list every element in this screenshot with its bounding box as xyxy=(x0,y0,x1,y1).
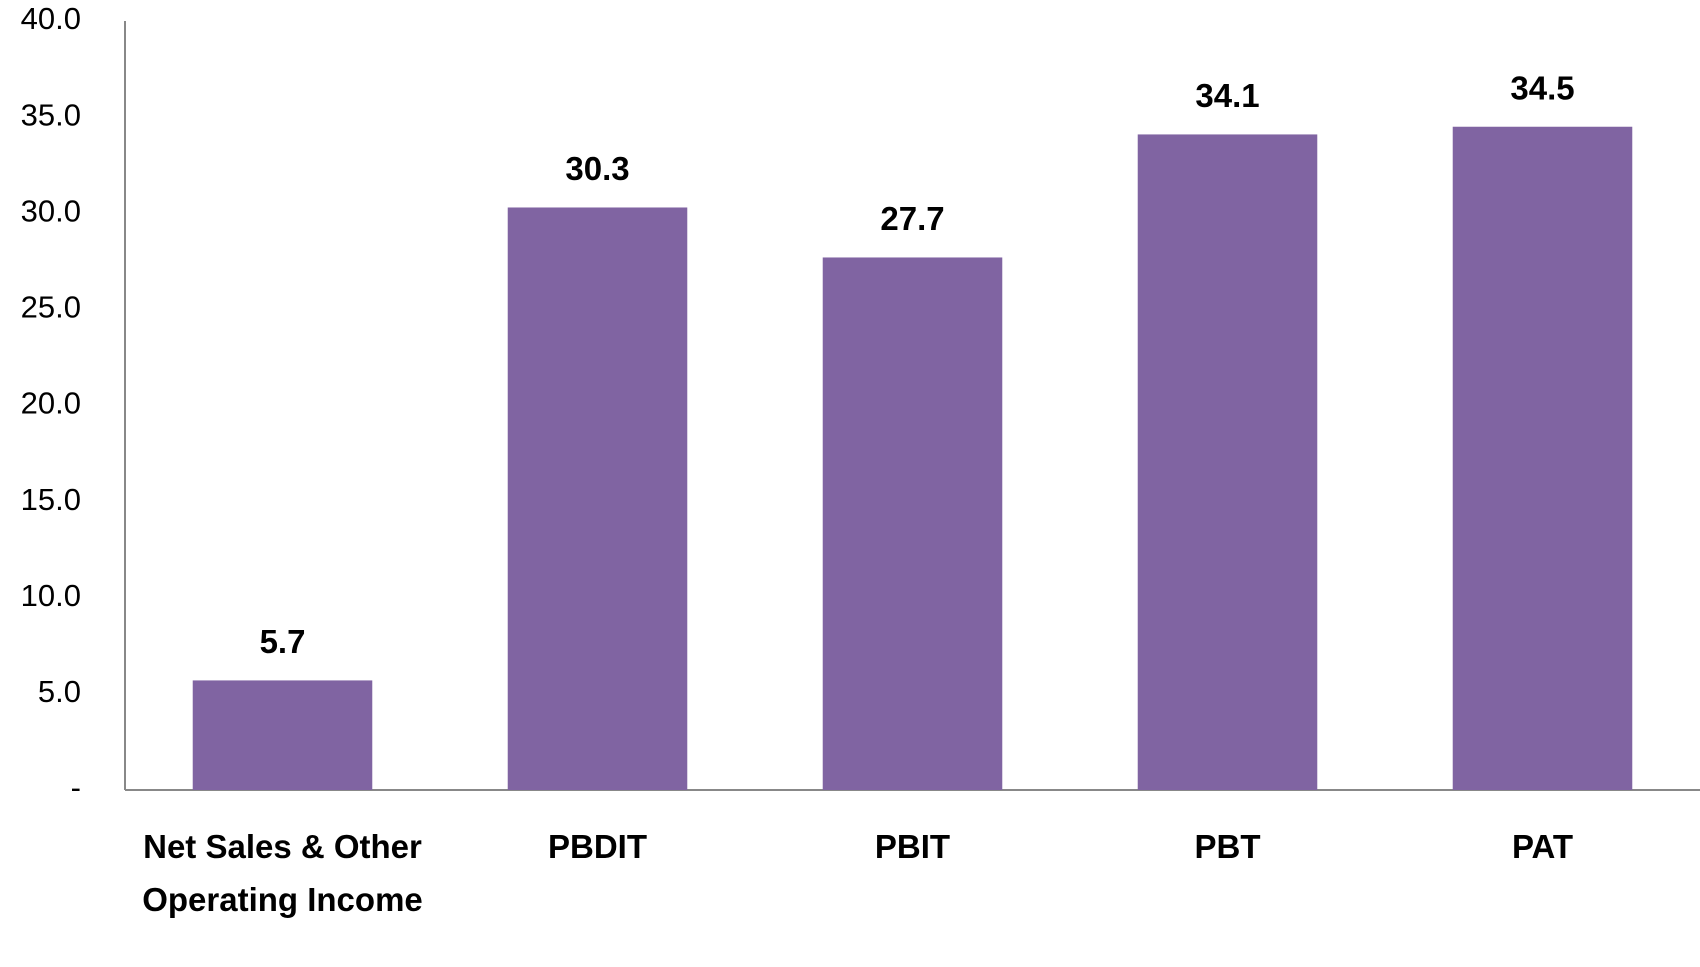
x-tick-label-box: PBDIT xyxy=(548,828,647,865)
x-tick-label-box: Net Sales & Other Operating Income xyxy=(142,828,423,918)
y-tick-label: - xyxy=(71,770,81,805)
y-tick-label: 20.0 xyxy=(21,386,81,421)
y-tick-label: 10.0 xyxy=(21,578,81,613)
bar xyxy=(192,680,373,790)
bar xyxy=(1452,126,1633,791)
y-tick-label: 35.0 xyxy=(21,97,81,132)
bar xyxy=(1137,134,1318,791)
x-tick-label: Net Sales & Other Operating Income xyxy=(142,828,423,918)
x-tick-label-box: PAT xyxy=(1511,828,1574,865)
value-label: 34.1 xyxy=(1195,77,1259,114)
y-tick-label: 30.0 xyxy=(21,193,81,228)
x-tick-label: PBT xyxy=(1194,828,1261,865)
x-tick-label-box: PBT xyxy=(1194,828,1261,865)
x-tick-label-box: PBIT xyxy=(874,828,951,865)
value-label: 5.7 xyxy=(260,623,306,660)
y-tick-label: 5.0 xyxy=(38,674,81,709)
y-tick-label: 15.0 xyxy=(21,482,81,517)
y-tick-label: 40.0 xyxy=(21,1,81,36)
value-label: 34.5 xyxy=(1510,69,1574,106)
y-tick-label: 25.0 xyxy=(21,290,81,325)
value-label: 27.7 xyxy=(880,200,944,237)
x-tick-label: PBIT xyxy=(874,828,951,865)
x-tick-label: PAT xyxy=(1511,828,1574,865)
x-tick-label: PBDIT xyxy=(548,828,647,865)
bar xyxy=(822,257,1003,790)
bar xyxy=(507,207,688,791)
value-label: 30.3 xyxy=(565,150,629,187)
